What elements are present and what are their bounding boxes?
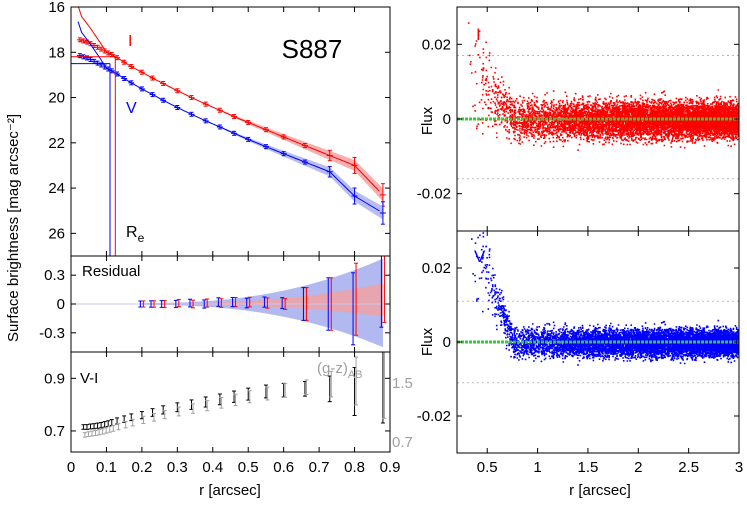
gz-label-main: (g-z): [317, 360, 348, 377]
profile-ytick-label: 24: [48, 180, 65, 197]
residual-band-I: [141, 283, 383, 317]
color-xtick-label: 0.4: [202, 459, 223, 476]
color-right-tick-label: 0.7: [392, 434, 413, 451]
color-xtick-label: 0.7: [309, 459, 330, 476]
residual-ytick-label: 0: [57, 296, 65, 313]
label-Re-main: R: [126, 224, 138, 241]
color-xtick-label: 0.6: [273, 459, 294, 476]
flux-V-xtick-label: 0.5: [477, 459, 498, 476]
flux-V-ytick-label: 0: [443, 334, 451, 351]
left-xlabel: r [arcsec]: [199, 482, 261, 499]
color-frame: [70, 351, 391, 453]
color-xtick-label: 0.5: [238, 459, 259, 476]
panel-profile: 16 18 20 22 24 26 S887 I V Re: [48, 0, 391, 257]
label-I: I: [128, 33, 132, 50]
flux-I-ylabel: Flux: [419, 106, 436, 135]
flux-V-ytick-label: 0.02: [422, 260, 451, 277]
color-xtick-label: 0.1: [96, 459, 117, 476]
vi-label: V-I: [80, 370, 98, 387]
panel-flux-V: 0.5 1 1.5 2 2.5 3 0.02 0 -0.02 V Flux r [arcsec]: [417, 230, 743, 499]
profile-title: S887: [282, 34, 343, 64]
flux-I-band: I: [476, 25, 481, 44]
color-xtick-label: 0.9: [380, 459, 401, 476]
color-ytick-label: 0.9: [44, 370, 65, 387]
flux-V-ytick-label: -0.02: [417, 408, 451, 425]
flux-V-xtick-label: 1.5: [577, 459, 598, 476]
profile-ytick-label: 22: [48, 135, 65, 152]
label-V: V: [126, 100, 137, 117]
residual-ytick-label: -0.3: [39, 325, 65, 342]
flux-I-scatter-points: [467, 22, 739, 151]
color-xtick-label: 0.2: [131, 459, 152, 476]
profile-ytick-label: 20: [48, 90, 65, 107]
color-ytick-label: 0.7: [44, 423, 65, 440]
flux-I-ytick-label: 0.02: [422, 36, 451, 53]
gz-label-sub: AB: [348, 369, 363, 381]
color-xtick-label: 0: [67, 459, 75, 476]
color-xtick-label: 0.8: [344, 459, 365, 476]
label-Re: Re: [126, 224, 145, 245]
profile-ytick-label: 16: [48, 0, 65, 16]
profile-ytick-label: 26: [48, 225, 65, 242]
flux-V-band: V: [474, 247, 486, 266]
color-xtick-label: 0.3: [167, 459, 188, 476]
flux-V-xtick-label: 2.5: [678, 459, 699, 476]
gz-label: (g-z)AB: [317, 360, 363, 381]
left-ylabel: Surface brightness [mag arcsec⁻²]: [5, 114, 22, 342]
flux-V-xtick-label: 1: [533, 459, 541, 476]
panel-color: 0 0.1 0.2 0.3 0.4 0.5 0.6 0.7 0.8 0.9 0.9 0.7 1.5 0.7…: [44, 351, 413, 476]
flux-xlabel: r [arcsec]: [569, 482, 631, 499]
flux-V-xtick-label: 3: [735, 459, 743, 476]
label-Re-sub: e: [138, 231, 145, 245]
flux-I-ytick-label: -0.02: [417, 186, 451, 203]
residual-label: Residual: [82, 263, 140, 280]
flux-V-scatter-points: [471, 231, 739, 366]
panel-flux-I: 0.02 0 -0.02 I Flux: [417, 6, 740, 232]
color-right-tick-label: 1.5: [392, 375, 413, 392]
flux-I-ytick-label: 0: [443, 111, 451, 128]
flux-V-ylabel: Flux: [419, 327, 436, 356]
profile-band-V: [79, 55, 383, 220]
flux-V-xtick-label: 2: [634, 459, 642, 476]
panel-residual: 0.3 0 -0.3 Residual: [39, 255, 391, 353]
residual-ytick-label: 0.3: [44, 267, 65, 284]
profile-ytick-label: 18: [48, 44, 65, 61]
